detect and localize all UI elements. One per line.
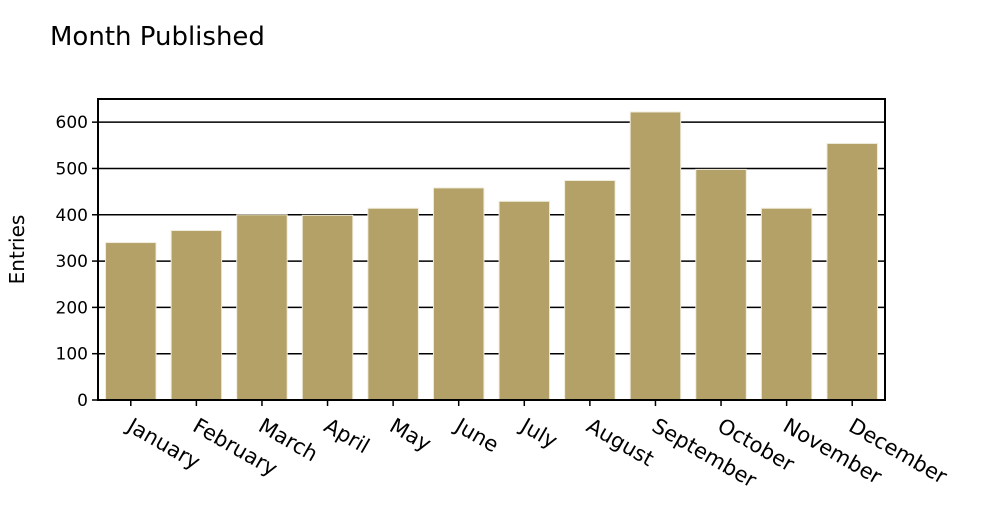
y-tick-label: 400 [56,206,88,226]
bar-july [498,200,551,401]
bar-november [760,207,813,401]
bar-december [826,142,878,401]
bar-january [105,242,157,401]
plot-frame [97,98,886,401]
bar-april [301,214,354,401]
bar-august [564,180,616,401]
y-tick-label: 300 [56,252,88,272]
y-tick-label: 500 [56,159,88,179]
bar-september [629,111,682,401]
y-tick-label: 0 [77,391,88,411]
x-tick-label: July [515,413,561,454]
bar-may [367,207,419,401]
bar-march [236,214,288,401]
x-tick-label: June [449,413,502,458]
x-tick-label: August [582,414,658,472]
bar-june [432,187,485,401]
chart-title: Month Published [50,22,265,52]
x-tick-label: May [386,414,436,456]
gridlines [98,121,885,355]
bars [105,111,878,401]
y-tick-label: 100 [56,345,88,365]
bar-february [170,230,223,401]
y-axis-ticks: 0 100 200 300 400 500 600 [56,113,98,411]
bar-october [695,168,747,401]
x-tick-label: April [320,414,374,459]
y-tick-label: 200 [56,298,88,318]
x-tick-label: January [122,413,205,475]
y-tick-label: 600 [56,113,88,133]
y-axis-title: Entries [5,215,29,285]
